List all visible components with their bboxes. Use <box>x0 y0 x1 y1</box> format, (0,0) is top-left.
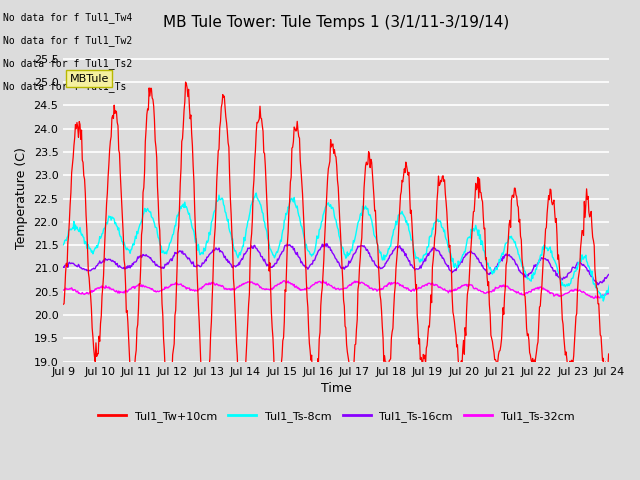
Tul1_Ts-32cm <box>60 287 67 293</box>
Tul1_Ts-16cm <box>210 248 218 253</box>
Line: Tul1_Ts-32cm: Tul1_Ts-32cm <box>63 281 609 298</box>
Tul1_Ts-32cm <box>419 283 427 289</box>
Text: No data for f Tul1_Ts: No data for f Tul1_Ts <box>3 81 127 92</box>
Tul1_Ts-8cm <box>69 226 77 231</box>
Tul1_Ts-16cm <box>403 255 411 261</box>
Legend: Tul1_Tw+10cm, Tul1_Ts-8cm, Tul1_Ts-16cm, Tul1_Ts-32cm: Tul1_Tw+10cm, Tul1_Ts-8cm, Tul1_Ts-16cm,… <box>94 407 579 426</box>
Tul1_Ts-32cm <box>605 290 613 296</box>
X-axis label: Time: Time <box>321 382 352 395</box>
Tul1_Ts-16cm <box>60 264 67 270</box>
Tul1_Ts-16cm <box>605 271 613 277</box>
Text: No data for f Tul1_Tw2: No data for f Tul1_Tw2 <box>3 35 132 46</box>
Y-axis label: Temperature (C): Temperature (C) <box>15 147 28 250</box>
Tul1_Ts-32cm <box>125 286 133 292</box>
Tul1_Tw+10cm <box>404 172 412 178</box>
Tul1_Ts-8cm <box>605 282 613 288</box>
Tul1_Ts-16cm <box>419 259 427 264</box>
Tul1_Ts-8cm <box>252 190 260 196</box>
Tul1_Ts-16cm <box>323 241 331 247</box>
Tul1_Tw+10cm <box>69 155 77 160</box>
Tul1_Ts-8cm <box>210 210 218 216</box>
Tul1_Tw+10cm <box>420 356 428 361</box>
Line: Tul1_Ts-8cm: Tul1_Ts-8cm <box>63 193 609 301</box>
Text: MBTule: MBTule <box>70 73 109 84</box>
Tul1_Ts-16cm <box>181 251 189 257</box>
Tul1_Tw+10cm <box>605 354 613 360</box>
Tul1_Ts-32cm <box>181 284 189 289</box>
Tul1_Ts-32cm <box>403 285 411 291</box>
Tul1_Tw+10cm <box>125 353 133 359</box>
Tul1_Tw+10cm <box>211 225 219 230</box>
Tul1_Ts-8cm <box>403 222 411 228</box>
Text: No data for f Tul1_Tw4: No data for f Tul1_Tw4 <box>3 12 132 23</box>
Tul1_Ts-32cm <box>590 295 598 301</box>
Tul1_Tw+10cm <box>182 79 189 85</box>
Tul1_Ts-8cm <box>125 248 133 253</box>
Tul1_Ts-8cm <box>60 242 67 248</box>
Tul1_Ts-8cm <box>600 298 607 304</box>
Title: MB Tule Tower: Tule Temps 1 (3/1/11-3/19/14): MB Tule Tower: Tule Temps 1 (3/1/11-3/19… <box>163 15 509 30</box>
Tul1_Ts-16cm <box>69 260 77 266</box>
Tul1_Ts-8cm <box>419 253 427 259</box>
Tul1_Tw+10cm <box>60 301 67 307</box>
Tul1_Tw+10cm <box>182 81 190 87</box>
Tul1_Ts-32cm <box>69 288 77 293</box>
Text: No data for f Tul1_Ts2: No data for f Tul1_Ts2 <box>3 58 132 69</box>
Tul1_Ts-16cm <box>125 263 133 269</box>
Line: Tul1_Ts-16cm: Tul1_Ts-16cm <box>63 244 609 285</box>
Line: Tul1_Tw+10cm: Tul1_Tw+10cm <box>63 82 609 406</box>
Tul1_Ts-16cm <box>594 282 602 288</box>
Tul1_Ts-8cm <box>181 199 189 205</box>
Tul1_Ts-32cm <box>210 280 218 286</box>
Tul1_Tw+10cm <box>166 403 173 409</box>
Tul1_Ts-32cm <box>319 278 327 284</box>
